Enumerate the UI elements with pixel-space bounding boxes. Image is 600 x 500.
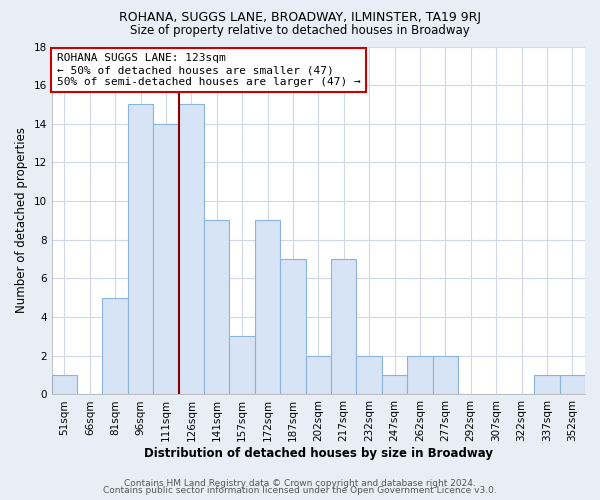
Bar xyxy=(356,356,382,395)
Bar xyxy=(433,356,458,395)
Bar xyxy=(153,124,179,394)
Bar xyxy=(280,259,305,394)
Text: Contains public sector information licensed under the Open Government Licence v3: Contains public sector information licen… xyxy=(103,486,497,495)
Y-axis label: Number of detached properties: Number of detached properties xyxy=(15,128,28,314)
X-axis label: Distribution of detached houses by size in Broadway: Distribution of detached houses by size … xyxy=(144,447,493,460)
Bar xyxy=(255,220,280,394)
Bar xyxy=(52,375,77,394)
Bar xyxy=(560,375,585,394)
Bar xyxy=(534,375,560,394)
Text: ROHANA, SUGGS LANE, BROADWAY, ILMINSTER, TA19 9RJ: ROHANA, SUGGS LANE, BROADWAY, ILMINSTER,… xyxy=(119,11,481,24)
Bar xyxy=(229,336,255,394)
Text: ROHANA SUGGS LANE: 123sqm
← 50% of detached houses are smaller (47)
50% of semi-: ROHANA SUGGS LANE: 123sqm ← 50% of detac… xyxy=(57,54,361,86)
Bar xyxy=(179,104,204,395)
Bar xyxy=(128,104,153,395)
Bar xyxy=(407,356,433,395)
Bar xyxy=(382,375,407,394)
Bar xyxy=(204,220,229,394)
Bar xyxy=(103,298,128,394)
Text: Size of property relative to detached houses in Broadway: Size of property relative to detached ho… xyxy=(130,24,470,37)
Bar xyxy=(305,356,331,395)
Bar xyxy=(331,259,356,394)
Text: Contains HM Land Registry data © Crown copyright and database right 2024.: Contains HM Land Registry data © Crown c… xyxy=(124,478,476,488)
